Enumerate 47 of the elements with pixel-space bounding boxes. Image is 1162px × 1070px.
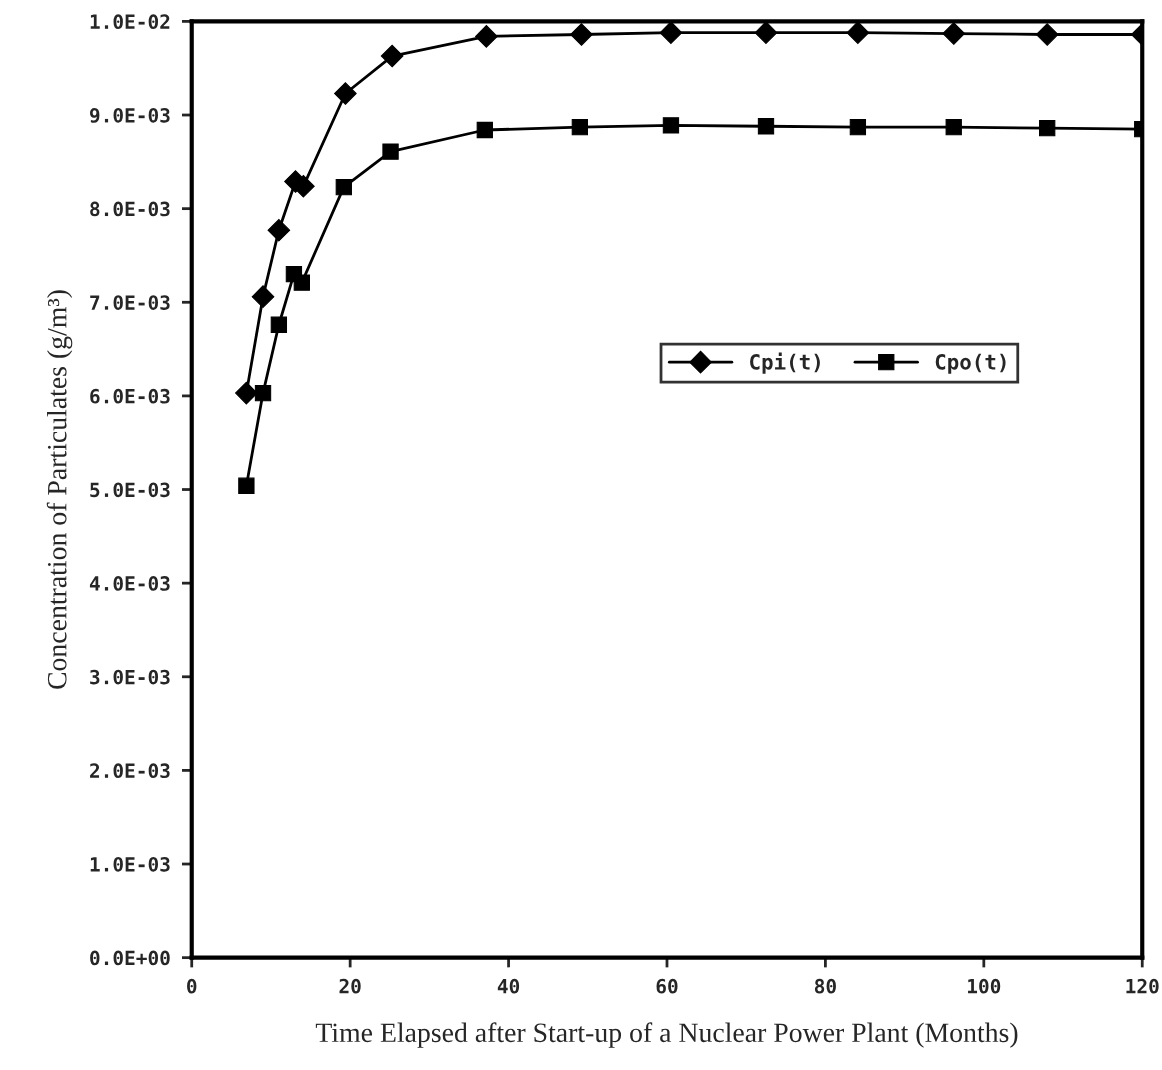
y-tick-label: 9.0E-03 [90,107,170,123]
x-tick-label: 120 [1126,978,1159,994]
point [270,316,288,333]
point [251,285,275,308]
point [846,21,870,44]
y-tick-label: 3.0E-03 [90,669,170,685]
y-tick-label: 5.0E-03 [90,482,170,498]
x-tick-label: 80 [814,978,836,994]
point [1035,23,1059,46]
point [942,22,966,45]
point [662,117,680,134]
point [382,143,399,160]
legend-label: Cpi(t) [750,352,820,374]
point [335,178,352,196]
point [238,477,255,494]
point [659,21,683,44]
point [571,119,589,136]
point [380,44,404,68]
y-tick-label: 1.0E-02 [90,14,170,30]
point [754,21,778,44]
x-axis-title: Time Elapsed after Start-up of a Nuclear Power Plant (Months) [315,1022,1018,1048]
point [757,118,775,135]
y-tick-label: 6.0E-03 [90,388,170,404]
x-tick-label: 0 [187,978,197,994]
y-tick-label: 2.0E-03 [90,763,170,779]
y-tick-label: 4.0E-03 [89,576,170,591]
point [334,82,357,105]
y-tick-label: 8.0E-03 [90,201,170,217]
point [475,25,498,48]
x-tick-label: 40 [497,978,520,994]
y-tick-label: 1.0E-03 [90,856,170,872]
x-tick-label: 60 [656,978,678,994]
y-axis-title: Concentration of Particulates (g/m³) [46,290,73,689]
y-tick-label: 7.0E-03 [90,295,170,310]
point [235,381,258,405]
point [945,119,962,136]
point [267,218,291,242]
point [293,274,310,291]
point [254,384,272,402]
point [849,119,867,136]
legend-label: Cpo(t) [935,353,1006,374]
point [476,121,493,139]
point [1039,119,1056,137]
y-tick-label: 0.0E+00 [90,950,170,966]
point [570,23,593,46]
x-tick-label: 100 [968,978,1001,994]
x-tick-label: 20 [339,978,361,994]
